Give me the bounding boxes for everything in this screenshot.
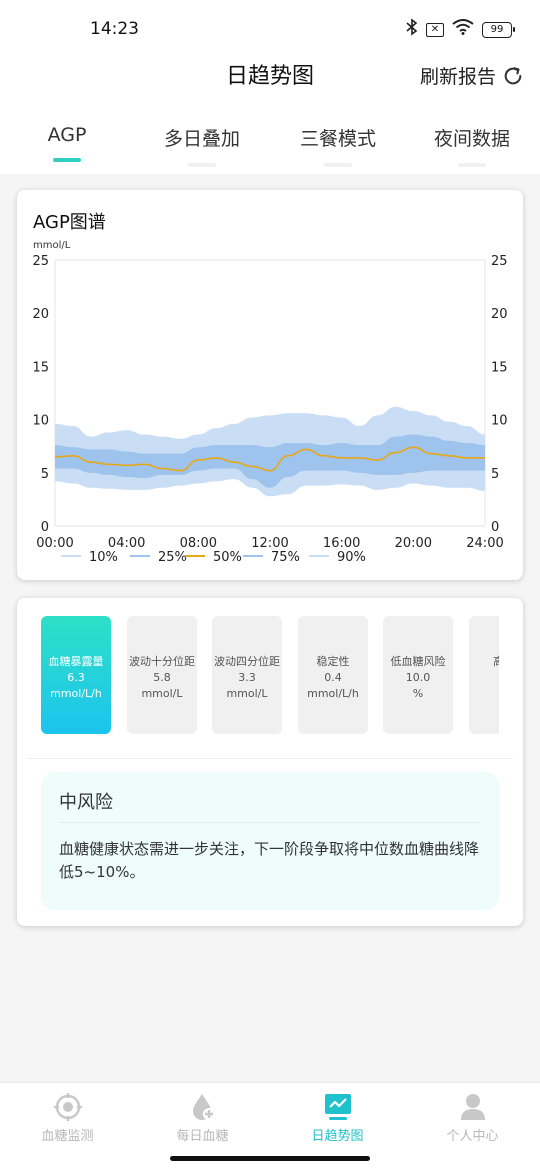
nav-glucose-monitor[interactable]: 血糖监测 <box>0 1093 135 1144</box>
target-icon <box>53 1093 82 1121</box>
y-tick-label-right: 20 <box>491 307 508 322</box>
metric-unit: % <box>412 687 424 700</box>
y-tick-label-right: 15 <box>491 360 508 375</box>
agp-chart: mmol/L 0 0 5 5 10 10 15 15 20 20 25 25 00:00 04:00 08:0… <box>32 240 508 565</box>
risk-divider <box>59 822 481 823</box>
status-icons: ✕ 99 <box>406 18 515 41</box>
x-tick-label: 04:00 <box>108 536 145 551</box>
x-tick-label: 24:00 <box>466 536 503 551</box>
tab-label: 夜间数据 <box>433 128 510 150</box>
y-tick-label: 25 <box>32 254 49 269</box>
tab-bar: AGP 多日叠加 三餐模式 夜间数据 <box>0 124 540 168</box>
y-tick-label-right: 10 <box>491 414 508 429</box>
x-tick-label: 12:00 <box>251 536 288 551</box>
metric-unit: mmol/L <box>226 687 268 700</box>
tab-label: 多日叠加 <box>163 128 240 150</box>
agp-card: AGP图谱 mmol/L 0 0 5 5 10 10 15 15 20 20 25 25 00:00 04:… <box>17 190 523 580</box>
legend-label: 75% <box>271 550 300 565</box>
y-tick-label: 15 <box>32 360 49 375</box>
nav-label: 每日血糖 <box>176 1129 229 1144</box>
person-icon <box>460 1094 485 1120</box>
tab-indicator <box>458 163 486 167</box>
metric-unit: mmol/L <box>141 687 183 700</box>
y-tick-label: 20 <box>32 307 49 322</box>
nav-daily-trend[interactable]: 日趋势图 <box>270 1093 405 1144</box>
legend-label: 25% <box>158 550 187 565</box>
status-time: 14:23 <box>90 19 139 39</box>
metric-value: 0 <box>469 670 499 686</box>
metric-tiles: 血糖暴露量 6.3 mmol/L/h 波动十分位距 5.8 mmol/L 波动四… <box>41 616 499 736</box>
nav-daily-glucose[interactable]: 每日血糖 <box>135 1093 270 1144</box>
tab-night-data[interactable]: 夜间数据 <box>412 124 532 167</box>
metric-tile-exposure[interactable]: 血糖暴露量 6.3 mmol/L/h <box>41 616 111 734</box>
metric-tile-idr[interactable]: 波动十分位距 5.8 mmol/L <box>127 616 197 734</box>
divider <box>27 758 513 759</box>
nav-label: 血糖监测 <box>41 1129 94 1144</box>
metric-tile-iqr[interactable]: 波动四分位距 3.3 mmol/L <box>212 616 282 734</box>
metric-unit: mmol/L/h <box>50 687 102 700</box>
metric-value: 0.4 <box>324 671 342 684</box>
tab-indicator <box>188 163 216 167</box>
tab-indicator <box>53 158 81 162</box>
metric-value: 10.0 <box>405 671 431 684</box>
nav-label: 日趋势图 <box>311 1129 364 1144</box>
agp-card-title: AGP图谱 <box>33 212 106 233</box>
trend-monitor-icon <box>324 1094 351 1120</box>
metric-value: 3.3 <box>238 671 256 684</box>
battery-icon: 99 <box>482 21 515 38</box>
page-title: 日趋势图 <box>225 64 314 89</box>
bottom-nav: 血糖监测 每日血糖 日趋势图 个人中心 <box>0 1082 540 1170</box>
metrics-card: 血糖暴露量 6.3 mmol/L/h 波动十分位距 5.8 mmol/L 波动四… <box>17 598 523 926</box>
y-tick-label-right: 5 <box>491 467 499 482</box>
legend-label: 90% <box>337 550 366 565</box>
legend-label: 50% <box>213 550 242 565</box>
drop-plus-icon <box>192 1094 215 1120</box>
refresh-report-button[interactable]: 刷新报告 <box>420 62 524 89</box>
metric-label: 血糖暴露量 <box>48 655 104 668</box>
metric-label: 稳定性 <box>316 655 350 668</box>
unit-label: mmol/L <box>33 240 71 251</box>
refresh-icon <box>504 66 522 84</box>
risk-text: 血糖健康状态需进一步关注，下一阶段争取将中位数血糖曲线降低5~10%。 <box>59 840 480 881</box>
tab-three-meals[interactable]: 三餐模式 <box>278 124 398 167</box>
metric-tile-stability[interactable]: 稳定性 0.4 mmol/L/h <box>298 616 368 734</box>
risk-title: 中风险 <box>59 792 113 813</box>
x-tick-label: 16:00 <box>323 536 360 551</box>
wifi-icon <box>452 19 474 40</box>
y-tick-label-right: 0 <box>491 520 499 535</box>
band-25-75 <box>55 434 485 488</box>
metric-label: 波动十分位距 <box>129 655 195 668</box>
x-tick-label: 00:00 <box>36 536 73 551</box>
home-indicator <box>170 1156 370 1161</box>
risk-panel: 中风险 血糖健康状态需进一步关注，下一阶段争取将中位数血糖曲线降低5~10%。 <box>41 772 499 910</box>
metric-value: 6.3 <box>67 671 85 684</box>
legend-label: 10% <box>89 550 118 565</box>
tab-label: 三餐模式 <box>299 128 376 150</box>
tab-label: AGP <box>47 124 87 146</box>
x-tick-label: 08:00 <box>180 536 217 551</box>
tab-indicator <box>324 163 352 167</box>
metric-label: 低血糖风险 <box>390 655 446 668</box>
metric-value: 5.8 <box>153 671 171 684</box>
metric-label: 高血 <box>493 655 499 668</box>
metric-label: 波动四分位距 <box>214 655 280 668</box>
tab-agp[interactable]: AGP <box>7 124 127 162</box>
x-tick-label: 20:00 <box>395 536 432 551</box>
median-line <box>54 446 485 472</box>
refresh-label: 刷新报告 <box>419 66 496 88</box>
nav-profile[interactable]: 个人中心 <box>405 1093 540 1144</box>
y-tick-label: 10 <box>32 414 49 429</box>
top-bar: 14:23 ✕ 99 日趋势图 刷新报告 AGP 多日叠加 三餐模式 <box>0 0 540 174</box>
sim-off-icon: ✕ <box>426 22 444 37</box>
nav-label: 个人中心 <box>446 1129 499 1144</box>
y-tick-label: 0 <box>41 520 49 535</box>
metric-tile-hyper-risk[interactable]: 高血 0 <box>469 616 499 734</box>
y-tick-label-right: 25 <box>491 254 508 269</box>
y-tick-label: 5 <box>41 467 49 482</box>
metric-tile-hypo-risk[interactable]: 低血糖风险 10.0 % <box>383 616 453 734</box>
tab-multi-day[interactable]: 多日叠加 <box>142 124 262 167</box>
metric-unit: mmol/L/h <box>307 687 359 700</box>
bluetooth-icon <box>406 18 418 41</box>
